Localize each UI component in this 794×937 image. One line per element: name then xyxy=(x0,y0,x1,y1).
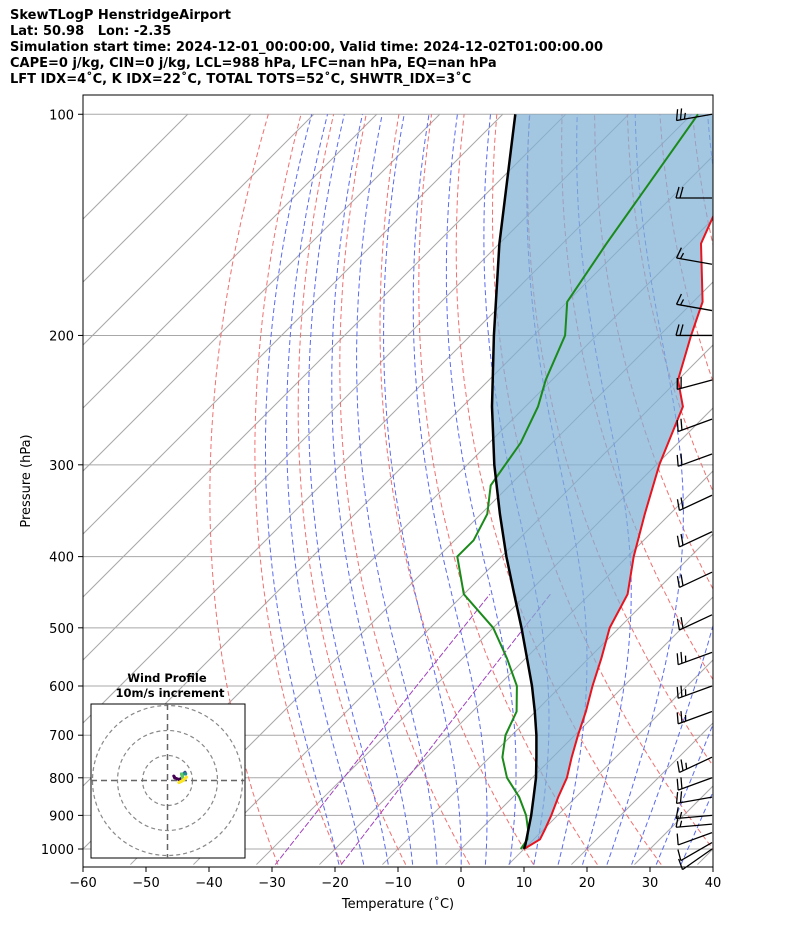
dry-adiabat-line xyxy=(418,114,598,865)
dry-adiabat-line xyxy=(725,114,794,864)
x-tick-label: 20 xyxy=(579,876,596,891)
hodograph-inset: Wind Profile 10m/s increment xyxy=(90,671,246,859)
dry-adiabat-line xyxy=(254,114,343,865)
isotherm-line xyxy=(382,533,713,865)
mixing-ratio-line xyxy=(274,593,491,865)
wind-barb xyxy=(676,614,713,631)
y-tick-label: 300 xyxy=(49,459,74,474)
y-tick-label: 800 xyxy=(49,772,74,787)
parcel-profile xyxy=(490,114,538,850)
hodograph-trace xyxy=(181,775,188,782)
wind-barb xyxy=(676,756,713,774)
x-tick-label: 40 xyxy=(705,876,722,891)
hodograph-title: Wind Profile xyxy=(127,671,207,685)
wind-barb xyxy=(676,376,713,390)
hodograph-subtitle: 10m/s increment xyxy=(116,686,225,700)
mixing-ratio-line xyxy=(340,593,551,865)
wind-barb xyxy=(675,247,713,265)
isotherm-line xyxy=(83,113,315,346)
wind-barb xyxy=(676,531,713,548)
x-tick-label: −30 xyxy=(258,876,285,891)
cin-shading xyxy=(492,114,713,849)
y-tick-label: 100 xyxy=(49,108,74,123)
wind-barb xyxy=(675,108,713,122)
wind-barb xyxy=(676,418,713,433)
dry-adiabat-line xyxy=(209,114,279,865)
y-tick-label: 400 xyxy=(49,551,74,566)
moist-adiabat-line xyxy=(445,114,517,865)
moist-adiabat-line xyxy=(412,114,488,865)
y-tick-label: 1000 xyxy=(41,843,74,858)
hodograph-content xyxy=(91,704,245,858)
wind-barb xyxy=(678,848,713,871)
isotherm-line xyxy=(760,114,794,864)
wind-barb xyxy=(675,807,713,820)
moist-adiabat-line xyxy=(331,114,414,865)
dry-adiabat-line xyxy=(561,114,713,681)
params-line-1: CAPE=0 j/kg, CIN=0 j/kg, LCL=988 hPa, LF… xyxy=(10,56,497,71)
isotherm-line xyxy=(83,113,378,409)
x-tick-label: 30 xyxy=(642,876,659,891)
dewpoint-profile xyxy=(456,113,699,850)
x-tick-label: −20 xyxy=(321,876,348,891)
wind-barb xyxy=(675,791,713,805)
wind-barb xyxy=(676,832,713,846)
x-tick-label: −10 xyxy=(384,876,411,891)
sounding-profiles xyxy=(456,113,713,850)
x-tick-label: −60 xyxy=(69,876,96,891)
axes: −60 −50 −40 −30 −20 −10 0 10 20 30 40 100 200 300 400 5… xyxy=(41,108,721,891)
isotherm-line xyxy=(83,113,504,535)
x-axis-label: Temperature (˚C) xyxy=(341,896,454,912)
isotherm-line xyxy=(83,113,567,598)
x-tick-label: −50 xyxy=(132,876,159,891)
x-tick-label: 0 xyxy=(457,876,465,891)
params-line-2: LFT IDX=4˚C, K IDX=22˚C, TOTAL TOTS=52˚C… xyxy=(10,72,472,87)
x-tick-label: 10 xyxy=(516,876,533,891)
y-tick-label: 500 xyxy=(49,622,74,637)
y-tick-label: 700 xyxy=(49,729,74,744)
y-tick-label: 600 xyxy=(49,680,74,695)
chart-title: SkewTLogP HenstridgeAirport xyxy=(10,8,231,23)
wind-barb xyxy=(676,453,713,467)
dry-adiabat-line xyxy=(339,114,471,865)
isotherm-line xyxy=(319,470,713,865)
moist-adiabat-line xyxy=(286,114,365,865)
wind-barb xyxy=(676,710,713,725)
isotherm-line xyxy=(571,722,713,865)
isotherm-line xyxy=(508,659,713,865)
wind-barb xyxy=(677,841,713,862)
isotherm-line xyxy=(83,113,441,472)
dry-adiabat-line xyxy=(379,114,534,865)
y-axis-label: Pressure (hPa) xyxy=(19,434,34,527)
temperature-profile xyxy=(523,214,713,850)
wind-barb xyxy=(675,186,712,199)
wind-barb xyxy=(676,651,713,666)
dry-adiabat-line xyxy=(758,114,794,864)
hodograph-ring xyxy=(116,729,219,832)
moist-adiabat-line xyxy=(356,114,438,865)
location-line: Lat: 50.98 Lon: -2.35 xyxy=(10,24,172,39)
wind-barb xyxy=(675,293,713,312)
moist-adiabat-line xyxy=(631,114,713,865)
moist-adiabat-line xyxy=(383,114,462,865)
wind-barb xyxy=(676,494,713,512)
wind-barb xyxy=(676,685,713,699)
dry-adiabat-line xyxy=(527,114,713,767)
wind-barb xyxy=(675,324,712,337)
chart-header: SkewTLogP HenstridgeAirport Lat: 50.98 L… xyxy=(10,8,603,88)
dry-adiabat-line xyxy=(455,114,662,865)
y-tick-label: 900 xyxy=(49,809,74,824)
wind-barb xyxy=(676,777,713,791)
moist-adiabat-line xyxy=(680,790,713,865)
y-tick-label: 200 xyxy=(49,329,74,344)
dry-adiabat-line xyxy=(790,114,794,864)
x-tick-label: −40 xyxy=(195,876,222,891)
isotherm-line xyxy=(83,113,252,283)
times-line: Simulation start time: 2024-12-01_00:00:… xyxy=(10,40,603,55)
wind-barbs xyxy=(675,108,713,871)
wind-barb xyxy=(676,571,713,588)
wind-barb xyxy=(675,815,713,828)
